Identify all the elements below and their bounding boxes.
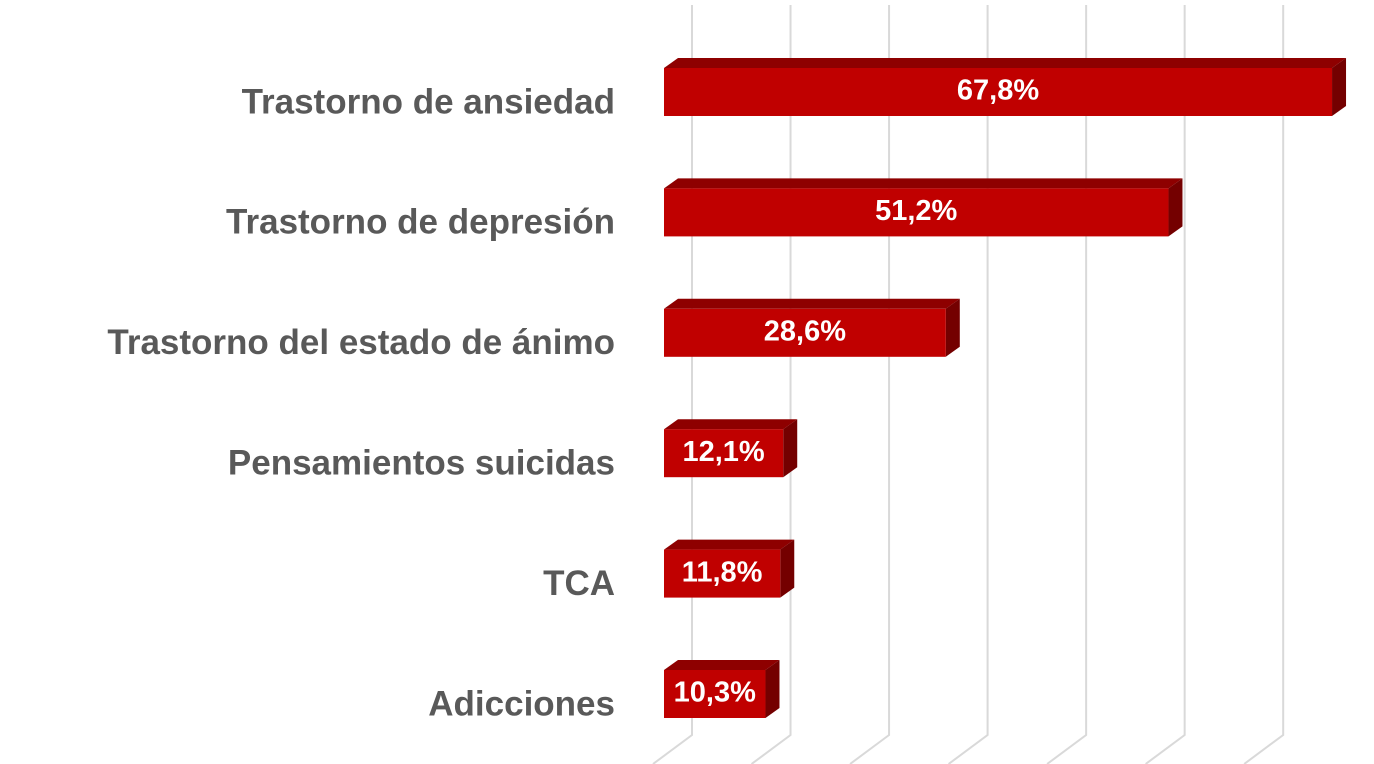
bar-side [765,660,780,718]
grid-line [1145,5,1186,764]
grid-line [1243,5,1285,764]
value-label: 67,8% [957,75,1039,107]
value-label: 51,2% [875,195,957,227]
value-label: 11,8% [682,556,763,588]
bar [664,429,784,478]
bar-side [783,419,798,478]
value-label: 12,1% [682,436,764,468]
category-label: Adicciones [428,684,615,723]
bar-top [664,298,960,309]
category-label: TCA [543,564,615,603]
bar-top [664,58,1347,68]
category-label: Trastorno de ansiedad [242,82,615,121]
bar-side [1332,58,1347,116]
category-label: Trastorno de depresión [226,203,615,242]
bar-top [664,660,780,670]
grid-line [750,5,792,764]
bar-side [945,298,960,357]
grid-line [652,5,693,764]
bar [664,188,1169,237]
value-label: 28,6% [764,315,846,347]
grid-line [947,5,989,764]
bar-top [664,539,795,550]
bar-side [1168,178,1183,237]
bar [664,68,1333,116]
bar-top [664,178,1183,189]
bar [664,670,766,718]
category-label: Trastorno del estado de ánimo [107,323,615,362]
bar-side [780,539,795,598]
grid-line [849,5,891,764]
bar [664,549,781,598]
bar [664,308,946,357]
category-label: Pensamientos suicidas [228,443,615,482]
grid-line [1046,5,1088,764]
bar-top [664,419,798,430]
value-label: 10,3% [674,677,756,709]
